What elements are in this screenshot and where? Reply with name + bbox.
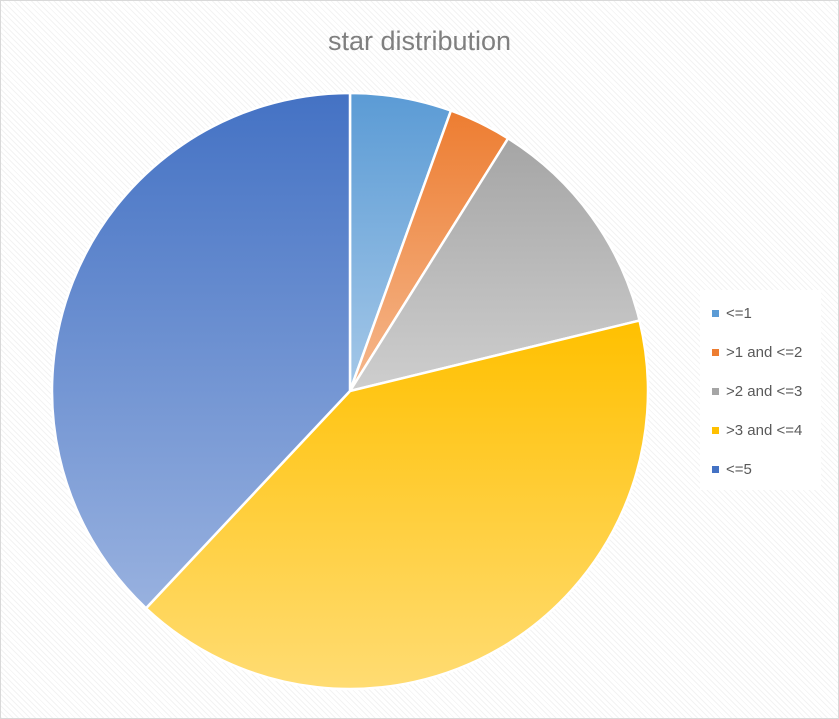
- pie-slice-3: [144, 319, 650, 691]
- legend-swatch-gt1-le2: [712, 349, 719, 356]
- pie-slice-4: [50, 91, 352, 610]
- chart-title: star distribution: [327, 26, 512, 56]
- legend-label-le1: <=1: [726, 305, 752, 322]
- legend-label-le5: <=5: [726, 461, 752, 478]
- legend: <=1 >1 and <=2 >2 and <=3 >3 and <=4 <=5: [700, 290, 821, 490]
- legend-swatch-gt3-le4: [712, 427, 719, 434]
- legend-label-gt1-le2: >1 and <=2: [726, 344, 803, 361]
- legend-swatch-le5: [712, 466, 719, 473]
- pie-slice-2: [348, 137, 641, 393]
- legend-label-gt3-le4: >3 and <=4: [726, 422, 803, 439]
- legend-label-gt2-le3: >2 and <=3: [726, 383, 803, 400]
- legend-swatch-gt2-le3: [712, 388, 719, 395]
- legend-swatch-le1: [712, 310, 719, 317]
